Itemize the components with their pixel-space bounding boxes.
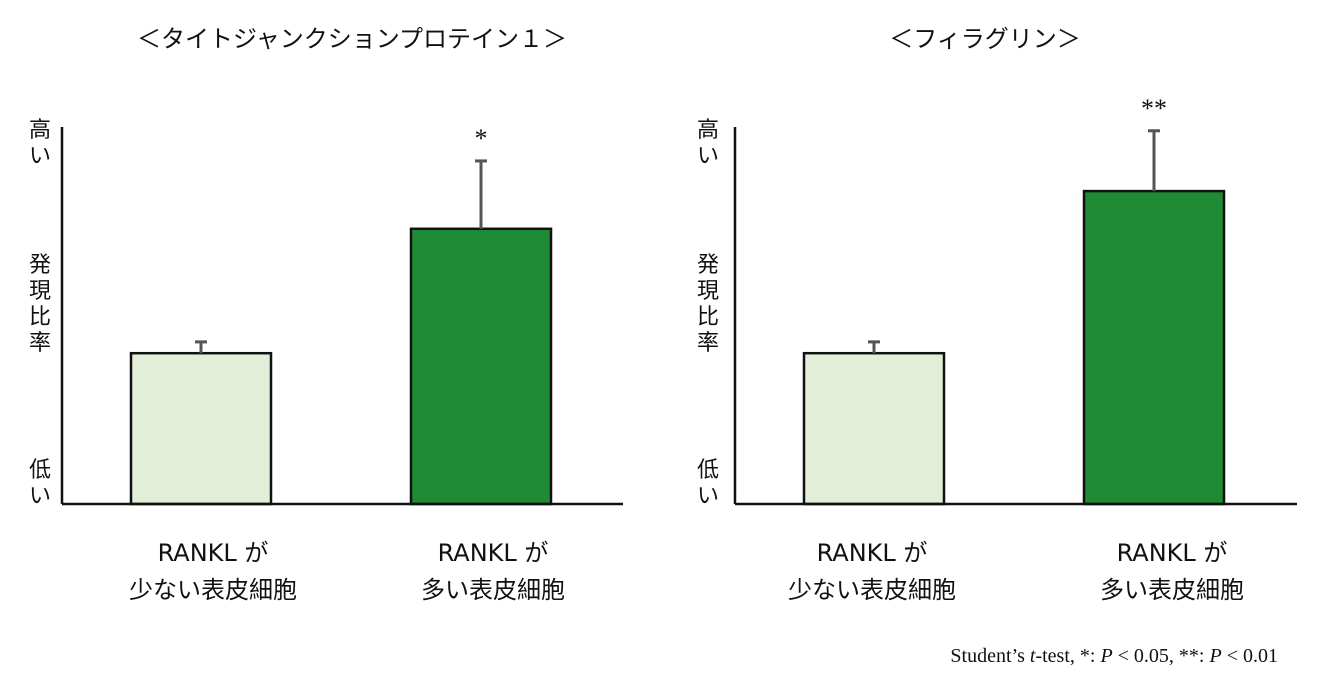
bar-2 xyxy=(409,227,553,506)
category-label-1-line1: RANKL が xyxy=(817,539,928,567)
footnote-mid2: < 0.05, **: xyxy=(1113,645,1210,667)
y-label-expression-ratio: 発現比率 xyxy=(29,253,51,356)
y-label-low: 低い xyxy=(29,458,51,509)
footnote-mid1: -test, *: xyxy=(1035,645,1100,667)
footnote-p1: P xyxy=(1099,645,1112,667)
category-label-2-line1: RANKL が xyxy=(438,539,549,567)
footnote-p2: P xyxy=(1209,645,1222,667)
category-label-2-line2: 多い表皮細胞 xyxy=(421,576,565,604)
significance-mark-2: ** xyxy=(1141,94,1167,123)
chart-title: ＜タイトジャンクションプロテイン１＞ xyxy=(137,25,567,53)
y-label-low: 低い xyxy=(697,458,719,509)
category-label-2-line2: 多い表皮細胞 xyxy=(1100,576,1244,604)
category-label-2-line1: RANKL が xyxy=(1117,539,1228,567)
category-label-1-line1: RANKL が xyxy=(158,539,269,567)
footnote-text: Student’s t-test, *: P < 0.05, **: P < 0… xyxy=(950,645,1278,667)
bar-1 xyxy=(802,351,946,506)
footnote-end: < 0.01 xyxy=(1222,645,1278,667)
bar-2 xyxy=(1082,189,1226,506)
footnote-prefix: Student’s xyxy=(950,645,1029,667)
y-label-expression-ratio: 発現比率 xyxy=(697,253,719,356)
y-label-high: 高い xyxy=(697,118,719,169)
chart-title: ＜フィラグリン＞ xyxy=(889,25,1081,53)
significance-mark-2: * xyxy=(475,124,488,153)
category-label-1-line2: 少ない表皮細胞 xyxy=(129,576,297,604)
category-label-1-line2: 少ない表皮細胞 xyxy=(788,576,956,604)
bar-1 xyxy=(129,351,273,506)
y-label-high: 高い xyxy=(29,118,51,169)
footnote-t: t xyxy=(1030,645,1036,667)
